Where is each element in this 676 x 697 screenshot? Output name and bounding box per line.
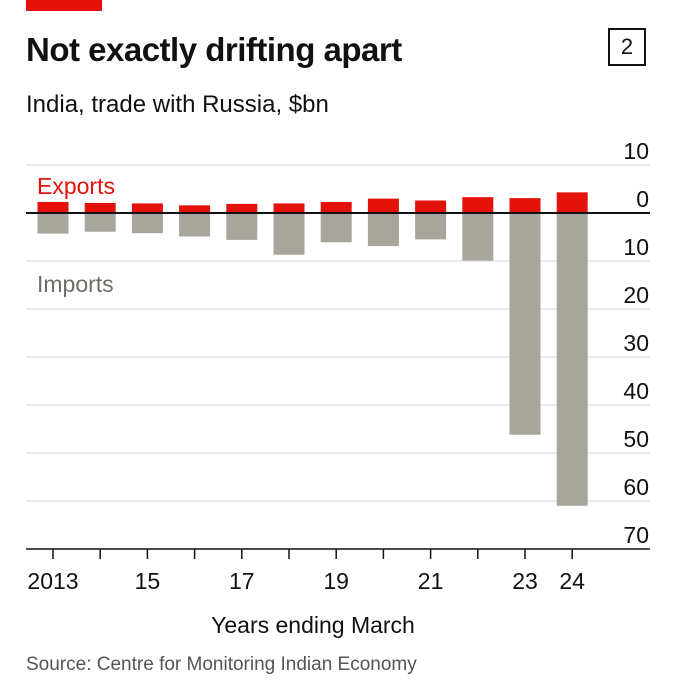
imports-bar xyxy=(462,213,494,261)
exports-bar xyxy=(37,201,69,213)
axes: 10 0 10 20 30 40 50 60 70 2013 15 17 19 21 23 24 xyxy=(26,138,650,594)
imports-bar xyxy=(179,213,211,237)
x-tick-label: 23 xyxy=(512,568,538,594)
y-tick-label: 10 xyxy=(623,138,649,164)
chart-title: Not exactly drifting apart xyxy=(26,31,402,68)
exports-bar xyxy=(320,201,352,213)
imports-bar xyxy=(320,213,352,243)
y-tick-label: 50 xyxy=(623,426,649,452)
exports-bar xyxy=(131,203,163,213)
y-tick-label: 60 xyxy=(623,474,649,500)
exports-bar xyxy=(179,205,211,213)
exports-bar xyxy=(84,202,116,213)
exports-bar xyxy=(415,200,447,213)
bars xyxy=(37,192,588,506)
imports-bar xyxy=(131,213,163,234)
exports-bar xyxy=(462,197,494,213)
exports-bar xyxy=(226,203,258,213)
y-tick-label: 10 xyxy=(623,234,649,260)
imports-bar xyxy=(415,213,447,240)
x-tick-label: 21 xyxy=(418,568,444,594)
x-tick-label: 24 xyxy=(559,568,585,594)
imports-bar xyxy=(509,213,541,435)
chart-number-badge: 2 xyxy=(608,28,646,66)
y-tick-label: 70 xyxy=(623,522,649,548)
chart-subtitle: India, trade with Russia, $bn xyxy=(26,91,329,118)
y-tick-label: 40 xyxy=(623,378,649,404)
x-tick-label: 17 xyxy=(229,568,255,594)
x-tick-label: 15 xyxy=(135,568,161,594)
imports-bar xyxy=(226,213,258,240)
exports-bar xyxy=(273,203,305,213)
imports-bar xyxy=(556,213,588,506)
exports-bar xyxy=(556,192,588,213)
exports-series-label: Exports xyxy=(37,173,115,199)
y-tick-label: 30 xyxy=(623,330,649,356)
imports-bar xyxy=(84,213,116,232)
source-note: Source: Centre for Monitoring Indian Eco… xyxy=(26,654,417,675)
exports-bar xyxy=(509,198,541,213)
imports-bar xyxy=(367,213,399,247)
x-tick-label: 2013 xyxy=(27,568,78,594)
imports-series-label: Imports xyxy=(37,271,114,297)
x-tick-label: 19 xyxy=(323,568,349,594)
y-tick-label: 0 xyxy=(636,186,649,212)
exports-bar xyxy=(367,198,399,213)
y-tick-label: 20 xyxy=(623,282,649,308)
imports-bar xyxy=(273,213,305,255)
x-axis-label: Years ending March xyxy=(211,612,415,638)
imports-bar xyxy=(37,213,69,234)
brand-red-bar xyxy=(26,0,102,11)
